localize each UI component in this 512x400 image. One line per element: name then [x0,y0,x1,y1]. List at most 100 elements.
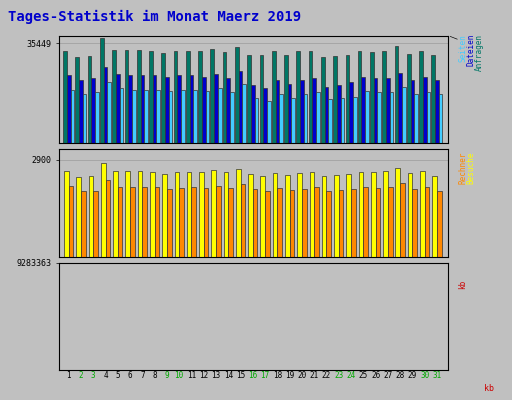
Bar [105,180,110,256]
Bar [288,84,291,143]
Bar [130,187,135,256]
Bar [351,189,356,256]
Bar [218,88,222,143]
Bar [437,191,442,256]
Bar [328,99,332,143]
Bar [191,187,196,256]
Bar [92,78,95,143]
Bar [339,190,344,256]
Bar [132,90,136,143]
Bar [297,173,302,256]
Bar [69,186,73,256]
Bar [179,188,184,256]
Bar [81,191,86,256]
Bar [242,84,246,143]
Bar [291,98,295,143]
Bar [321,57,325,143]
Bar [116,74,120,143]
Bar [247,55,251,143]
Bar [370,52,374,143]
Bar [327,191,331,256]
Bar [265,191,270,256]
Bar [419,52,423,143]
Bar [424,187,430,256]
Text: Rechner: Rechner [458,152,467,184]
Bar [407,54,411,143]
Bar [165,77,169,143]
Bar [241,184,245,256]
Bar [137,50,140,143]
Bar [275,80,279,143]
Bar [377,92,381,143]
Bar [214,74,218,143]
Bar [169,91,173,143]
Bar [426,92,430,143]
Bar [420,170,424,256]
Text: /: / [450,34,459,39]
Text: Besuche: Besuche [466,152,476,184]
Bar [88,56,92,143]
Bar [124,50,128,143]
Bar [113,171,118,256]
Bar [412,189,417,256]
Bar [261,176,265,256]
Bar [388,187,393,256]
Bar [383,171,388,256]
Bar [112,50,116,143]
Bar [138,171,142,256]
Bar [101,163,105,256]
Bar [162,174,167,256]
Bar [349,82,353,143]
Bar [199,172,204,256]
Bar [340,98,344,143]
Bar [210,49,214,143]
Bar [365,91,369,143]
Bar [239,71,242,143]
Bar [290,190,294,256]
Bar [371,172,376,256]
Bar [284,55,288,143]
Bar [144,90,148,143]
Bar [432,55,435,143]
Bar [224,172,228,256]
Bar [312,78,316,143]
Bar [263,88,267,143]
Bar [248,174,253,256]
Text: Tages-Statistik im Monat Maerz 2019: Tages-Statistik im Monat Maerz 2019 [8,10,301,24]
Bar [346,174,351,256]
Bar [202,77,205,143]
Bar [353,96,356,143]
Bar [302,189,307,256]
Bar [216,186,221,256]
Bar [181,90,185,143]
Bar [128,76,132,143]
Text: Seiten: Seiten [458,34,467,62]
Bar [75,57,79,143]
Bar [194,90,197,143]
Bar [279,94,283,143]
Bar [140,76,144,143]
Bar [71,90,74,143]
Bar [161,53,165,143]
Bar [174,52,177,143]
Bar [67,76,71,143]
Bar [304,94,307,143]
Bar [364,187,368,256]
Bar [228,188,233,256]
Bar [230,92,234,143]
Bar [260,55,263,143]
Bar [204,188,208,256]
Bar [432,176,437,256]
Bar [402,87,406,143]
Bar [374,78,377,143]
Bar [316,92,319,143]
Bar [64,171,69,256]
Bar [296,52,300,143]
Bar [108,82,111,143]
Bar [125,171,130,256]
Bar [155,187,159,256]
Bar [272,52,275,143]
Text: kb: kb [484,384,494,393]
Bar [361,77,365,143]
Bar [251,85,254,143]
